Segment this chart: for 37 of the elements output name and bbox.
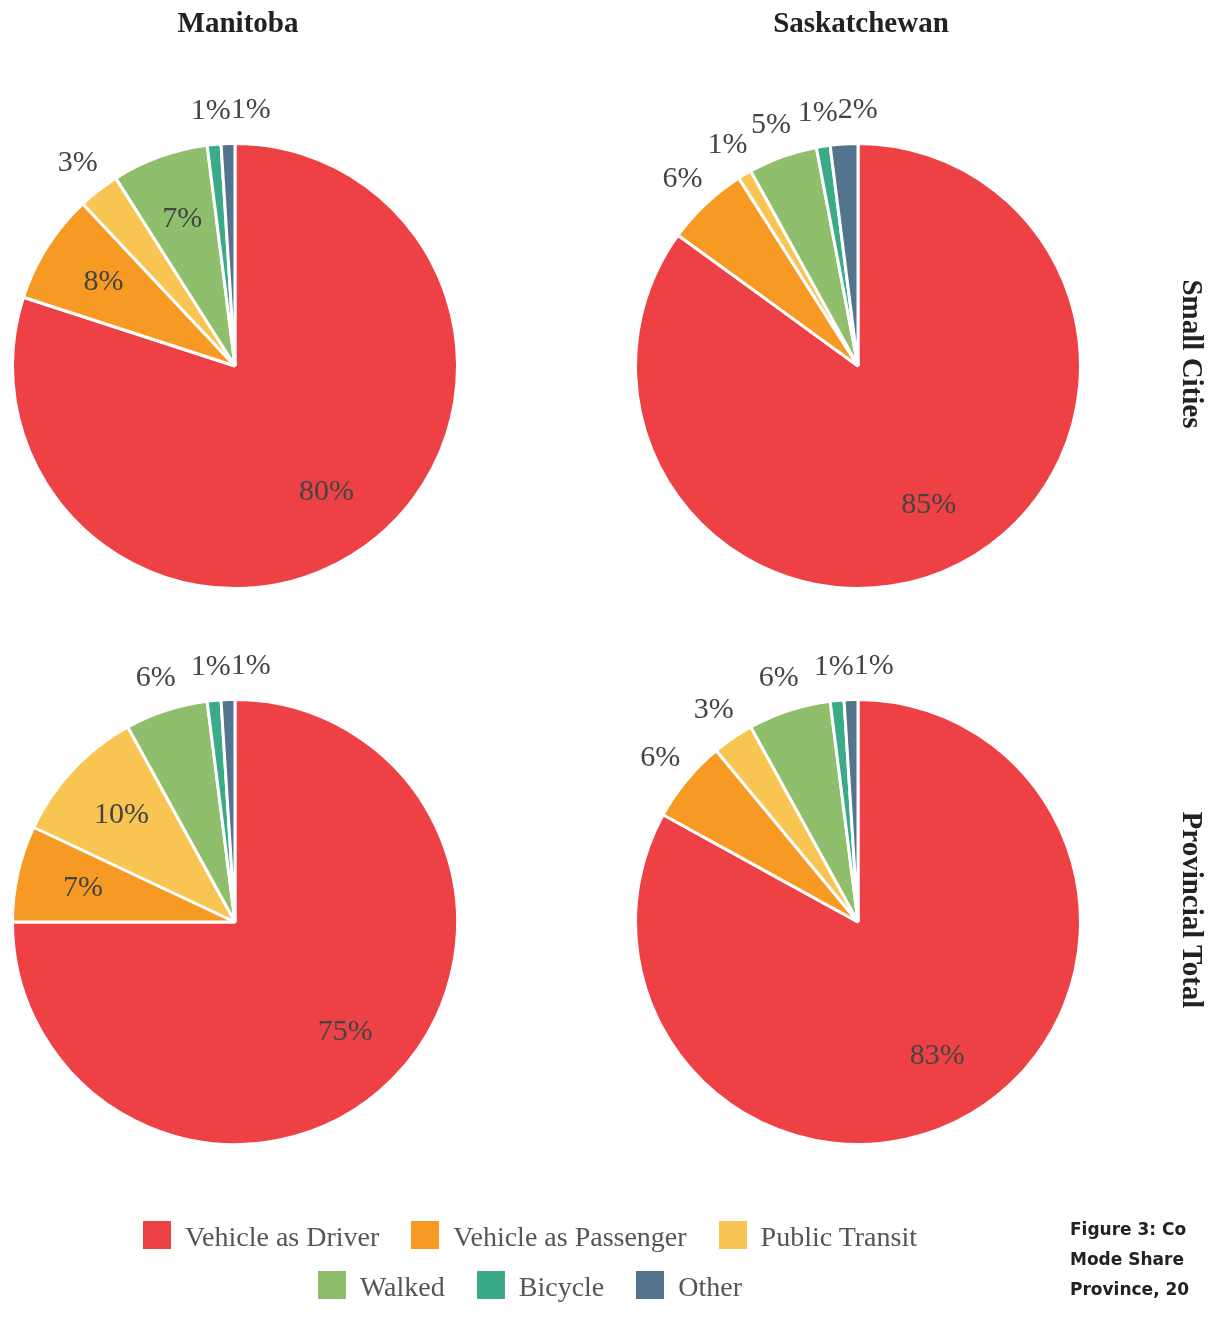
data-label: 6% (135, 658, 176, 692)
data-label: 5% (751, 105, 792, 139)
chart-title: Manitoba (177, 6, 299, 39)
data-label: 6% (640, 739, 681, 773)
data-label: 1% (190, 647, 231, 681)
data-label: 1% (190, 91, 231, 125)
data-label: 7% (162, 200, 203, 234)
legend-label: Bicycle (517, 1270, 605, 1304)
data-label: 1% (707, 126, 748, 160)
caption: Figure 3: Co (1070, 1218, 1188, 1241)
data-label: 10% (93, 796, 149, 830)
text: Mode Share (1070, 1248, 1185, 1271)
data-label: 8% (83, 263, 124, 297)
text: Small Cities (1175, 279, 1209, 429)
data-label: 1% (230, 646, 271, 680)
data-label: 6% (662, 159, 703, 193)
data-label: 1% (797, 93, 838, 127)
data-label: 7% (63, 868, 103, 902)
data-label: 6% (758, 658, 799, 692)
data-label: 2% (837, 90, 878, 124)
chart-title: Saskatchewan (773, 6, 949, 39)
legend-label: Walked (358, 1270, 445, 1304)
data-label: 1% (230, 90, 271, 124)
data-label: 1% (813, 647, 854, 681)
text: Province, 20 (1070, 1278, 1190, 1301)
data-label: 1% (853, 646, 894, 680)
data-label: 85% (901, 485, 957, 519)
data-label: 3% (57, 144, 98, 178)
legend-label: Vehicle as Passenger (452, 1220, 687, 1254)
legend-label: Vehicle as Driver (184, 1220, 380, 1254)
data-label: 80% (299, 472, 355, 506)
legend-label: Public Transit (759, 1220, 917, 1254)
data-label: 75% (317, 1013, 373, 1047)
data-label: 83% (909, 1036, 965, 1070)
legend-label: Other (677, 1270, 743, 1304)
text: Provincial Total (1175, 811, 1209, 1009)
data-label: 3% (693, 690, 734, 724)
